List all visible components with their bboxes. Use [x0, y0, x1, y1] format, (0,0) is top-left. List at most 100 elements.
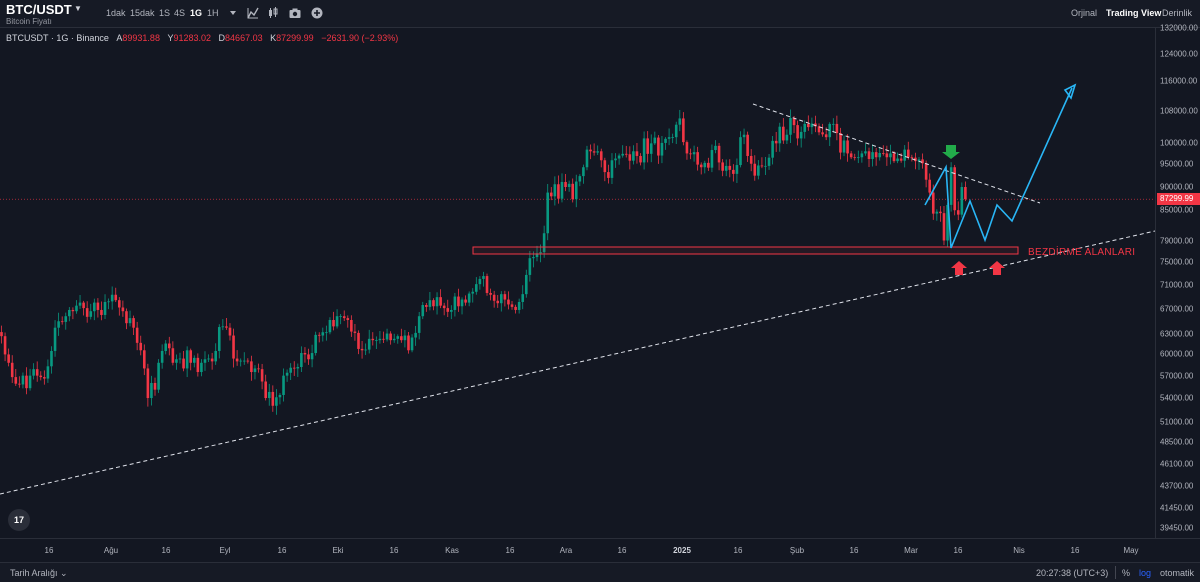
chart-pane[interactable]: BTCUSDT · 1G · Binance A89931.88 Y91283.… [0, 28, 1155, 538]
candle-body [407, 335, 410, 351]
candle-body [300, 353, 303, 368]
current-price-tag: 87299.99 [1157, 193, 1200, 206]
candle-body [599, 151, 603, 161]
candle-body [717, 145, 721, 163]
candle-body [160, 350, 164, 363]
price-tick-label: 57000.00 [1160, 371, 1194, 381]
interval-1s[interactable]: 1S [159, 8, 171, 18]
tab-derinlik[interactable]: Derinlik [1162, 8, 1193, 18]
clock-readout[interactable]: 20:27:38 (UTC+3) [1036, 568, 1109, 578]
time-tick-label: 16 [277, 546, 287, 555]
candle-body [182, 358, 185, 369]
candle-body [956, 210, 960, 215]
interval-1h[interactable]: 1H [207, 8, 219, 18]
date-range-button[interactable]: Tarih Aralığı ⌄ [10, 568, 68, 578]
candle-body [367, 338, 371, 350]
candle-body [32, 369, 35, 376]
candle-body [385, 333, 389, 340]
candle-body [878, 152, 882, 158]
price-tick-label: 60000.00 [1160, 349, 1194, 359]
candle-body [835, 123, 839, 134]
candle-body [849, 153, 853, 158]
indicators-icon[interactable] [246, 6, 260, 20]
candle-body [760, 165, 764, 167]
symbol-name[interactable]: BTC/USDT [6, 2, 72, 17]
price-tick-label: 54000.00 [1160, 393, 1194, 403]
interval-15dak[interactable]: 15dak [130, 8, 155, 18]
candle-body [35, 369, 39, 376]
candle-body [667, 137, 671, 139]
candle-body [867, 151, 871, 159]
time-tick-label: Eyl [219, 546, 231, 555]
candlestick-chart[interactable] [0, 28, 1155, 538]
candle-body [714, 145, 717, 151]
intervals-chevron-down-icon[interactable] [226, 6, 240, 20]
candle-body [28, 375, 32, 389]
candle-body [757, 165, 760, 176]
price-tick-label: 116000.00 [1160, 76, 1198, 86]
candle-body [3, 336, 7, 355]
candle-body [78, 302, 82, 306]
candle-body [899, 158, 903, 161]
candle-body [632, 151, 635, 161]
candle-body [135, 327, 139, 343]
plus-icon[interactable] [310, 6, 324, 20]
tab-trading-view[interactable]: Trading View [1106, 8, 1162, 18]
candle-body [767, 157, 771, 166]
candle-body [928, 179, 931, 193]
candle-body [942, 213, 946, 241]
interval-4s[interactable]: 4S [174, 8, 186, 18]
log-toggle[interactable]: log [1139, 568, 1152, 578]
candle-body [685, 142, 689, 154]
time-tick-label: Nis [1013, 546, 1025, 555]
interval-1g[interactable]: 1G [190, 8, 203, 18]
candle-body [457, 296, 460, 307]
candle-body [564, 181, 567, 188]
candle-body [375, 340, 378, 341]
candle-body [764, 165, 767, 167]
price-scale[interactable]: 132000.00 124000.00 116000.00 108000.00 1000… [1155, 24, 1200, 538]
candle-body [596, 151, 599, 153]
time-scale[interactable]: 16 Ağu 16 Eyl 16 Eki 16 Kas 16 Ara 16 2025 16 Şub 16 Ma… [0, 538, 1200, 562]
candle-body [110, 294, 114, 302]
bottom-toolbar: Tarih Aralığı ⌄ 20:27:38 (UTC+3) % log o… [0, 562, 1200, 582]
candle-body [732, 169, 735, 174]
auto-toggle[interactable]: otomatik [1160, 568, 1195, 578]
candle-body [103, 301, 107, 315]
camera-icon[interactable] [288, 6, 302, 20]
support-zone-box [472, 246, 1019, 255]
time-tick-label: Eki [332, 546, 344, 555]
candles-icon[interactable] [266, 6, 280, 20]
candle-body [964, 187, 967, 200]
percent-toggle[interactable]: % [1122, 568, 1131, 578]
time-tick-label: Mar [904, 546, 918, 555]
tradingview-logo: 17 [8, 509, 30, 531]
candle-body [167, 343, 171, 349]
price-tick-label: 90000.00 [1160, 182, 1194, 192]
candle-body [478, 278, 482, 285]
time-tick-label: 2025 [673, 546, 691, 555]
candle-body [532, 257, 535, 259]
candle-body [678, 118, 682, 125]
candle-body [674, 124, 678, 138]
candle-body [949, 167, 953, 205]
tab-orjinal[interactable]: Orjinal [1071, 8, 1098, 18]
candle-body [439, 297, 442, 306]
candle-body [771, 140, 774, 158]
symbol-subtitle: Bitcoin Fiyatı [6, 17, 52, 26]
candle-body [185, 350, 189, 369]
candle-body [542, 233, 546, 253]
candle-body [139, 342, 143, 351]
candle-body [360, 348, 364, 351]
candle-body [931, 192, 935, 214]
candle-body [432, 300, 435, 307]
symbol-chevron-down-icon[interactable]: ▼ [74, 4, 82, 13]
candle-body [610, 160, 614, 178]
candle-body [546, 192, 550, 234]
candle-body [521, 294, 525, 302]
candle-body [557, 184, 560, 199]
candle-body [310, 353, 314, 360]
support-zone-label: BEZDİRME ALANLARI [1028, 247, 1136, 258]
candle-body [889, 153, 892, 158]
interval-1dak[interactable]: 1dak [106, 8, 126, 18]
